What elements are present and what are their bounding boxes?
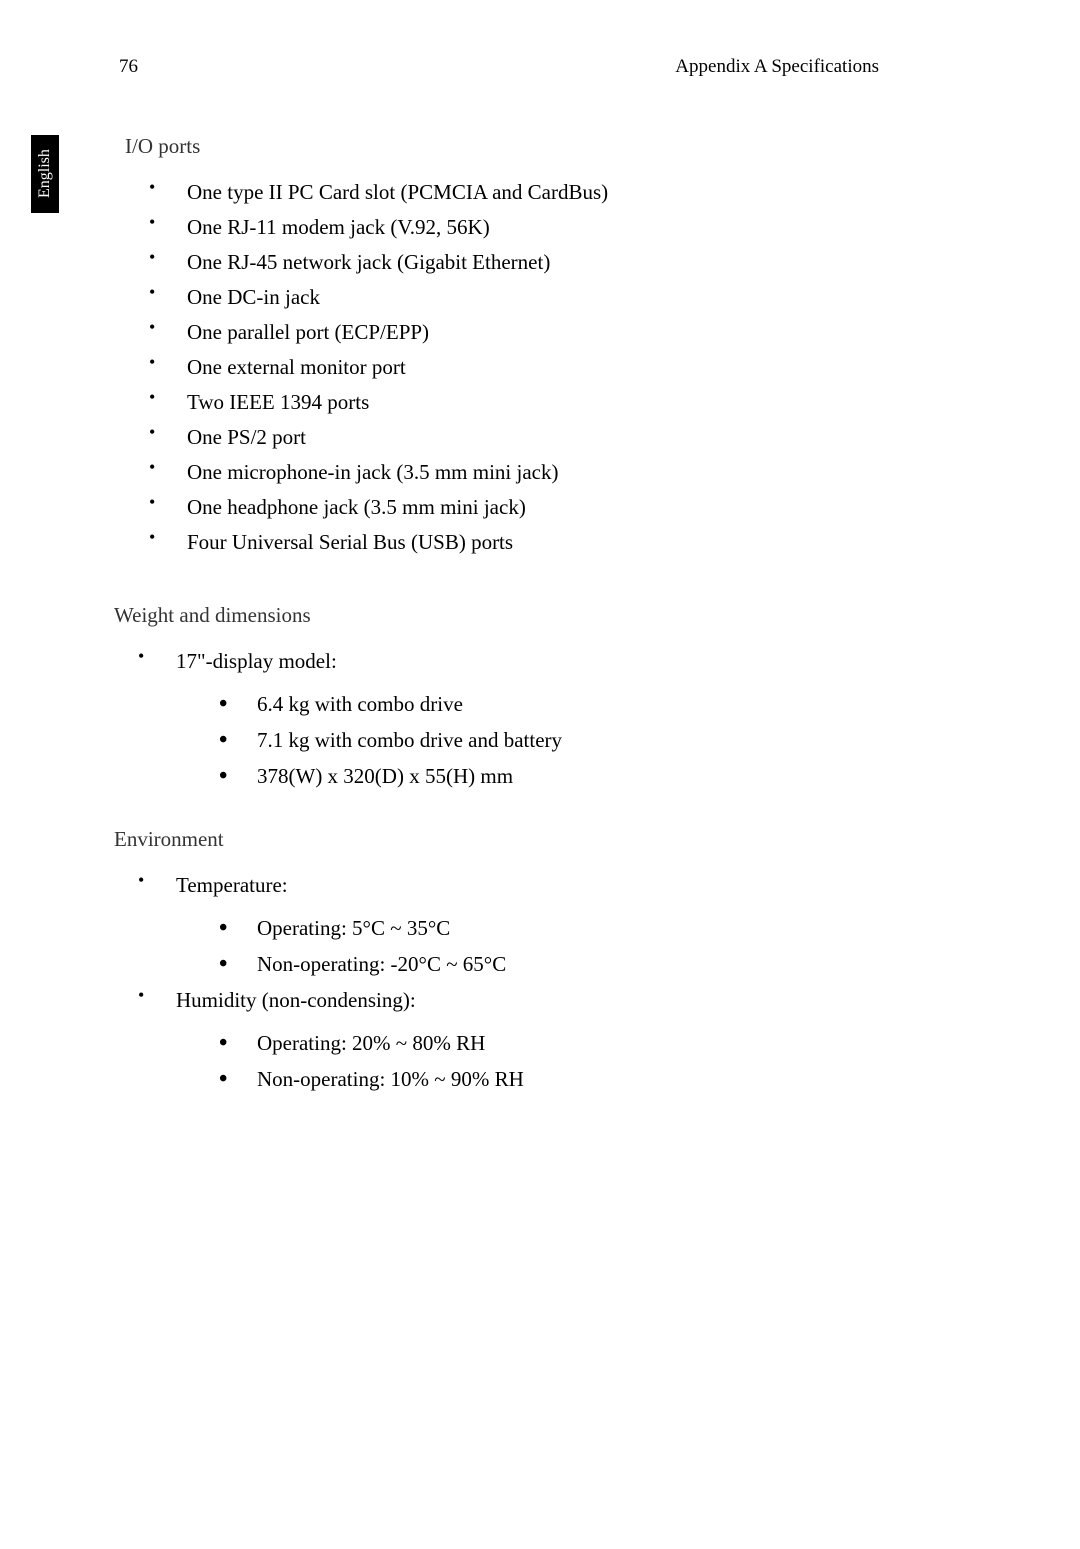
list-item: Two IEEE 1394 ports: [149, 385, 969, 419]
page-number: 76: [119, 56, 138, 78]
weight-list: 17"-display model: 6.4 kg with combo dri…: [138, 644, 969, 794]
list-item-label: 17"-display model:: [176, 649, 337, 673]
humidity-sublist: Operating: 20% ~ 80% RH Non-operating: 1…: [219, 1025, 969, 1097]
list-item: One PS/2 port: [149, 420, 969, 454]
list-item: Humidity (non-condensing): Operating: 20…: [138, 983, 969, 1097]
list-item: One parallel port (ECP/EPP): [149, 315, 969, 349]
language-tab: English: [31, 135, 59, 213]
list-item: 17"-display model: 6.4 kg with combo dri…: [138, 644, 969, 794]
list-item-label: Temperature:: [176, 873, 288, 897]
weight-sublist: 6.4 kg with combo drive 7.1 kg with comb…: [219, 686, 969, 794]
list-item-label: Humidity (non-condensing):: [176, 988, 416, 1012]
list-item: One microphone-in jack (3.5 mm mini jack…: [149, 455, 969, 489]
header-title: Appendix A Specifications: [675, 56, 879, 78]
list-item: One RJ-11 modem jack (V.92, 56K): [149, 210, 969, 244]
list-item: One external monitor port: [149, 350, 969, 384]
sublist-item: Operating: 5°C ~ 35°C: [219, 910, 969, 946]
section-weight-dimensions: Weight and dimensions 17"-display model:…: [119, 603, 969, 794]
sublist-item: Non-operating: -20°C ~ 65°C: [219, 946, 969, 982]
sublist-item: Operating: 20% ~ 80% RH: [219, 1025, 969, 1061]
sublist-item: 7.1 kg with combo drive and battery: [219, 722, 969, 758]
list-item: Temperature: Operating: 5°C ~ 35°C Non-o…: [138, 868, 969, 982]
list-item: One DC-in jack: [149, 280, 969, 314]
sublist-item: 378(W) x 320(D) x 55(H) mm: [219, 758, 969, 794]
sublist-item: 6.4 kg with combo drive: [219, 686, 969, 722]
page-header: 76 Appendix A Specifications: [119, 56, 969, 78]
section-io-ports: I/O ports One type II PC Card slot (PCMC…: [119, 134, 969, 559]
sublist-item: Non-operating: 10% ~ 90% RH: [219, 1061, 969, 1097]
list-item: One type II PC Card slot (PCMCIA and Car…: [149, 175, 969, 209]
section-title-io-ports: I/O ports: [125, 134, 969, 159]
section-environment: Environment Temperature: Operating: 5°C …: [119, 827, 969, 1097]
page-content: 76 Appendix A Specifications I/O ports O…: [119, 56, 969, 1141]
list-item: Four Universal Serial Bus (USB) ports: [149, 525, 969, 559]
section-title-weight: Weight and dimensions: [114, 603, 969, 628]
list-item: One RJ-45 network jack (Gigabit Ethernet…: [149, 245, 969, 279]
section-title-environment: Environment: [114, 827, 969, 852]
temp-sublist: Operating: 5°C ~ 35°C Non-operating: -20…: [219, 910, 969, 982]
list-item: One headphone jack (3.5 mm mini jack): [149, 490, 969, 524]
io-ports-list: One type II PC Card slot (PCMCIA and Car…: [149, 175, 969, 559]
environment-list: Temperature: Operating: 5°C ~ 35°C Non-o…: [138, 868, 969, 1097]
